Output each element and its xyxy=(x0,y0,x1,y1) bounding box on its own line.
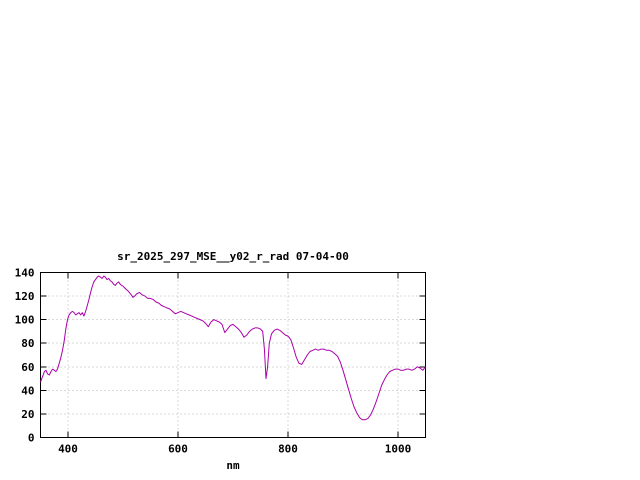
x-tick-label: 800 xyxy=(278,443,298,456)
chart-title: sr_2025_297_MSE__y02_r_rad 07-04-00 xyxy=(117,250,349,263)
x-tick-label: 400 xyxy=(58,443,78,456)
x-tick-label: 600 xyxy=(168,443,188,456)
y-tick-label: 120 xyxy=(15,290,35,303)
y-tick-label: 60 xyxy=(21,361,34,374)
y-tick-label: 140 xyxy=(15,267,35,280)
plot-border xyxy=(40,272,426,438)
spectrum-line xyxy=(40,275,426,421)
x-axis-label: nm xyxy=(226,459,240,472)
y-tick-label: 20 xyxy=(21,408,34,421)
y-tick-label: 80 xyxy=(21,337,34,350)
y-tick-label: 100 xyxy=(15,314,35,327)
y-tick-label: 40 xyxy=(21,384,34,397)
x-tick-label: 1000 xyxy=(385,443,412,456)
y-tick-label: 0 xyxy=(28,432,35,445)
